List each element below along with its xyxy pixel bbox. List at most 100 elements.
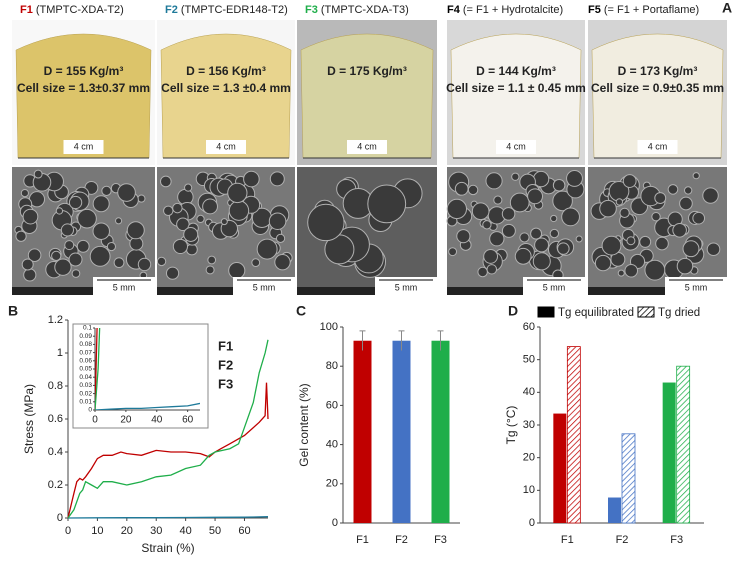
x-tick-label: 30 — [150, 525, 162, 537]
sem-pore — [552, 190, 573, 212]
foam-sample — [160, 33, 292, 159]
sem-pore — [71, 269, 81, 278]
x-tick-label: F1 — [356, 534, 369, 546]
sem-pore — [501, 207, 516, 221]
sem-pore — [448, 247, 458, 257]
scale-label-bg — [496, 140, 536, 154]
sem-scale: 5 mm — [543, 282, 566, 292]
bar — [621, 433, 636, 524]
sem-pore — [163, 205, 174, 217]
foam-sample — [591, 33, 724, 159]
sem-pore — [511, 172, 520, 181]
sem-pore — [655, 236, 669, 251]
foam-sample — [450, 33, 582, 159]
sem-pore — [530, 227, 543, 240]
sem-pore — [617, 269, 625, 277]
inset-frame — [72, 323, 209, 429]
sem-pore — [33, 169, 43, 179]
sem-pore — [64, 240, 75, 251]
density: D = 144 Kg/m³ — [476, 64, 556, 78]
y-tick-label: 0 — [57, 512, 63, 524]
sem-pore — [126, 221, 145, 240]
sem-pore — [113, 257, 125, 269]
y-tick-label: 40 — [523, 386, 535, 398]
sem-pore — [667, 184, 679, 195]
y-tick-label: 20 — [523, 452, 535, 464]
sem-pore — [527, 188, 544, 205]
legend-entry: Tg dried — [658, 307, 700, 319]
sem-pore — [68, 252, 83, 267]
y-tick-label: 40 — [326, 439, 338, 451]
sample-label: F5 (= F1 + Portaflame) — [588, 4, 699, 16]
sem-pore — [184, 183, 193, 192]
sem-scale-bg — [665, 277, 727, 295]
y-tick-label: 0.6 — [48, 413, 63, 425]
density: D = 173 Kg/m³ — [618, 64, 698, 78]
sem-pore — [76, 239, 90, 253]
bar — [662, 382, 676, 523]
sem-pore — [220, 218, 228, 226]
sem-info-bar — [12, 287, 155, 295]
inset-x-tick-label: 60 — [182, 415, 194, 426]
y-tick-label: 0 — [332, 517, 338, 529]
sem-pore — [683, 186, 693, 195]
sem-scale-bg — [375, 277, 437, 295]
sem-pore — [137, 257, 152, 272]
sem-pore — [599, 199, 617, 218]
sem-pore — [706, 242, 721, 257]
inset-plot — [95, 328, 200, 410]
sample-label: F3 (TMPTC-XDA-T3) — [305, 4, 409, 16]
legend-swatch — [537, 306, 555, 318]
sem-pore — [550, 214, 558, 223]
sample-code: F3 — [305, 4, 318, 16]
sem-pore — [624, 263, 639, 278]
sem-pore — [471, 202, 490, 221]
bar — [392, 340, 411, 523]
sem-pore — [549, 228, 560, 239]
bar — [353, 340, 372, 523]
sem-pore — [486, 264, 498, 275]
sem-pore — [532, 170, 550, 188]
foam-sample — [15, 33, 152, 159]
legend-entry: Tg equilibrated — [558, 307, 634, 319]
sem-pore — [172, 202, 183, 214]
sem-pore — [51, 250, 62, 261]
sem-pore — [269, 171, 285, 187]
sem-pore — [54, 258, 72, 276]
y-tick-label: 60 — [523, 321, 535, 333]
photo-scale: 4 cm — [74, 141, 94, 151]
sem-pore — [619, 207, 630, 218]
sample-code: F5 — [588, 4, 601, 16]
sample-label: F4 (= F1 + Hydrotalcite) — [447, 4, 563, 16]
sem-pore — [202, 198, 218, 215]
x-tick-label: 40 — [180, 525, 192, 537]
sem-pore — [15, 230, 27, 242]
photo-scale: 4 cm — [216, 141, 236, 151]
photo-scale: 4 cm — [648, 141, 668, 151]
inset-x-tick-label: 20 — [120, 415, 132, 426]
x-axis-label: Strain (%) — [141, 541, 194, 555]
bar — [566, 346, 581, 524]
sem-pore — [644, 259, 666, 281]
sem-pore — [196, 214, 205, 224]
sem-pore — [446, 198, 468, 220]
sem-pore — [256, 238, 278, 260]
inset-y-tick-label: 0.01 — [79, 399, 92, 406]
sem-pore — [27, 248, 42, 262]
inset-series-line — [95, 402, 200, 410]
inset-y-tick-label: 0.08 — [79, 341, 92, 348]
y-tick-label: 30 — [523, 419, 535, 431]
sem-pore — [594, 254, 612, 272]
inset-y-tick-label: 0.06 — [79, 358, 92, 365]
sem-pore — [156, 256, 167, 267]
scale-label-bg — [347, 140, 387, 154]
y-tick-label: 0.4 — [48, 446, 63, 458]
sem-pore — [77, 208, 97, 229]
sem-pore — [117, 183, 136, 202]
sem-info-bar — [157, 287, 295, 295]
x-tick-label: 0 — [65, 525, 71, 537]
sem-pore — [626, 236, 636, 246]
sem-pore — [101, 185, 112, 197]
sem-pore — [23, 268, 37, 282]
